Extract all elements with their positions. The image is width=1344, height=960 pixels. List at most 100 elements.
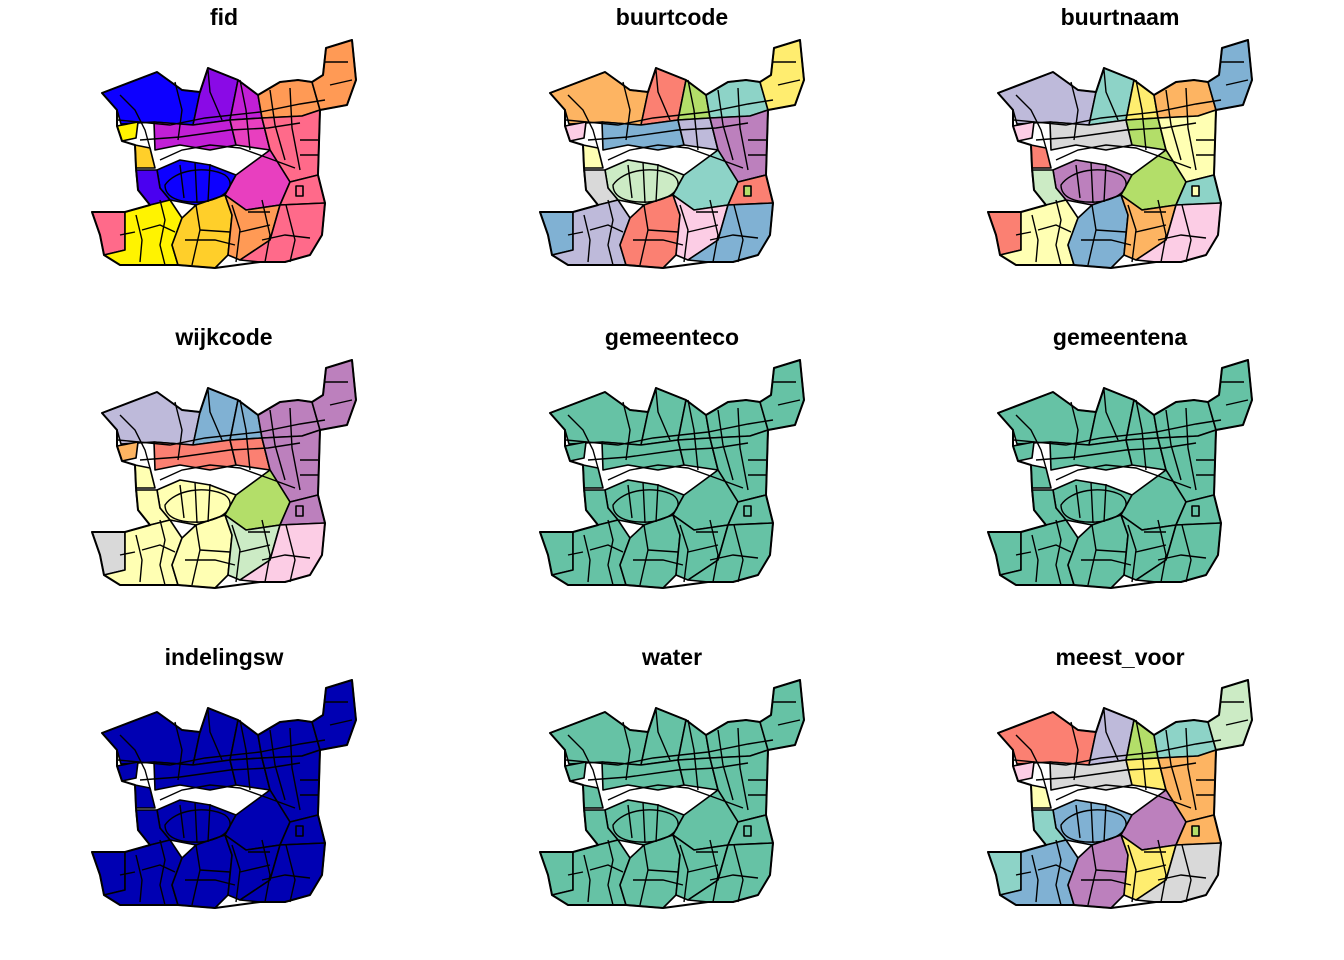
neighbourhood-boundary: [1015, 551, 1032, 556]
neighbourhood-boundary: [1181, 524, 1192, 583]
neighbourhood-boundary: [565, 739, 774, 766]
neighbourhood-boundary: [179, 801, 211, 844]
neighbourhood-boundary: [607, 839, 614, 906]
neighbourhood-boundary: [159, 839, 166, 906]
neighbourhood-polygon: [295, 185, 304, 197]
neighbourhood-boundary: [1221, 381, 1249, 406]
neighbourhood-boundary: [1060, 489, 1127, 523]
neighbourhood-boundary: [679, 844, 689, 903]
neighbourhood-boundary: [207, 69, 223, 121]
neighbourhood-boundary: [1035, 122, 1197, 141]
neighbourhood-boundary: [647, 211, 719, 233]
panel-title-buurtcode: buurtcode: [615, 4, 729, 30]
neighbourhood-boundary: [1055, 199, 1062, 266]
neighbourhood-polygon: [295, 505, 304, 517]
neighbourhood-boundary: [139, 442, 301, 461]
neighbourhood-boundary: [612, 809, 679, 843]
neighbourhood-boundary: [583, 854, 591, 903]
neighbourhood-boundary: [717, 409, 734, 481]
neighbourhood-boundary: [1127, 204, 1137, 263]
neighbourhood-boundary: [1031, 534, 1039, 583]
municipality-outline: [539, 359, 805, 589]
neighbourhood-boundary: [583, 534, 591, 583]
neighbourhood-boundary: [612, 489, 679, 523]
neighbourhood-boundary: [622, 401, 631, 461]
neighbourhood-boundary: [647, 531, 719, 553]
neighbourhood-boundary: [174, 721, 183, 781]
neighbourhood-boundary: [1015, 231, 1032, 236]
municipality-outline: [91, 679, 357, 909]
neighbourhood-boundary: [1135, 399, 1147, 471]
municipality-outline: [987, 39, 1253, 269]
neighbourhood-boundary: [1060, 169, 1127, 203]
neighbourhood-boundary: [261, 234, 311, 241]
neighbourhood-boundary: [1181, 844, 1192, 903]
neighbourhood-boundary: [159, 199, 166, 266]
neighbourhood-boundary: [135, 854, 143, 903]
neighbourhood-polygon: [539, 531, 574, 576]
neighbourhood-boundary: [733, 844, 744, 903]
neighbourhood-boundary: [773, 61, 801, 86]
neighbourhood-boundary: [261, 554, 311, 561]
neighbourhood-boundary: [633, 879, 684, 886]
neighbourhood-boundary: [1157, 234, 1207, 241]
neighbourhood-polygon: [743, 185, 752, 197]
neighbourhood-boundary: [159, 784, 296, 809]
neighbourhood-boundary: [1181, 204, 1192, 263]
neighbourhood-boundary: [1015, 94, 1047, 149]
neighbourhood-boundary: [231, 844, 241, 903]
neighbourhood-boundary: [207, 389, 223, 441]
neighbourhood-boundary: [1165, 89, 1182, 161]
neighbourhood-boundary: [1055, 839, 1062, 906]
neighbourhood-boundary: [622, 721, 631, 781]
neighbourhood-boundary: [325, 701, 353, 726]
neighbourhood-boundary: [185, 879, 236, 886]
neighbourhood-boundary: [119, 231, 136, 236]
panel-title-gemeenteco: gemeenteco: [604, 324, 740, 350]
neighbourhood-boundary: [1070, 401, 1079, 461]
neighbourhood-boundary: [119, 94, 151, 149]
neighbourhood-polygon: [539, 211, 574, 256]
neighbourhood-boundary: [1037, 864, 1072, 873]
neighbourhood-boundary: [141, 544, 176, 553]
neighbourhood-polygon: [582, 784, 604, 809]
municipality-outline: [91, 39, 357, 269]
neighbourhood-boundary: [139, 122, 301, 141]
neighbourhood-boundary: [164, 169, 231, 203]
neighbourhood-polygon: [134, 144, 156, 169]
neighbourhood-boundary: [1135, 79, 1147, 151]
neighbourhood-boundary: [737, 727, 749, 811]
neighbourhood-polygon: [1191, 825, 1200, 837]
neighbourhood-boundary: [1127, 844, 1137, 903]
neighbourhood-boundary: [1013, 99, 1222, 126]
map-panel-indelingsw: [91, 679, 357, 909]
neighbourhood-boundary: [117, 99, 326, 126]
neighbourhood-boundary: [737, 87, 749, 171]
neighbourhood-polygon: [582, 464, 604, 489]
neighbourhood-boundary: [231, 204, 241, 263]
neighbourhood-boundary: [687, 399, 699, 471]
neighbourhood-boundary: [748, 459, 766, 476]
neighbourhood-boundary: [567, 871, 584, 876]
neighbourhood-boundary: [179, 161, 211, 204]
neighbourhood-polygon: [91, 211, 126, 256]
neighbourhood-boundary: [285, 204, 296, 263]
neighbourhood-boundary: [655, 389, 671, 441]
neighbourhood-polygon: [987, 211, 1022, 256]
panel-title-fid: fid: [209, 4, 239, 30]
neighbourhood-polygon: [539, 851, 574, 896]
neighbourhood-boundary: [737, 407, 749, 491]
neighbourhood-polygon: [91, 531, 126, 576]
neighbourhood-boundary: [289, 407, 301, 491]
map-panel-buurtnaam: [987, 39, 1253, 269]
neighbourhood-boundary: [587, 762, 749, 781]
neighbourhood-boundary: [773, 381, 801, 406]
neighbourhood-boundary: [199, 851, 271, 873]
neighbourhood-boundary: [647, 851, 719, 873]
neighbourhood-boundary: [239, 79, 251, 151]
neighbourhood-boundary: [567, 551, 584, 556]
neighbourhood-boundary: [119, 871, 136, 876]
neighbourhood-boundary: [1095, 851, 1167, 873]
neighbourhood-boundary: [567, 414, 599, 469]
